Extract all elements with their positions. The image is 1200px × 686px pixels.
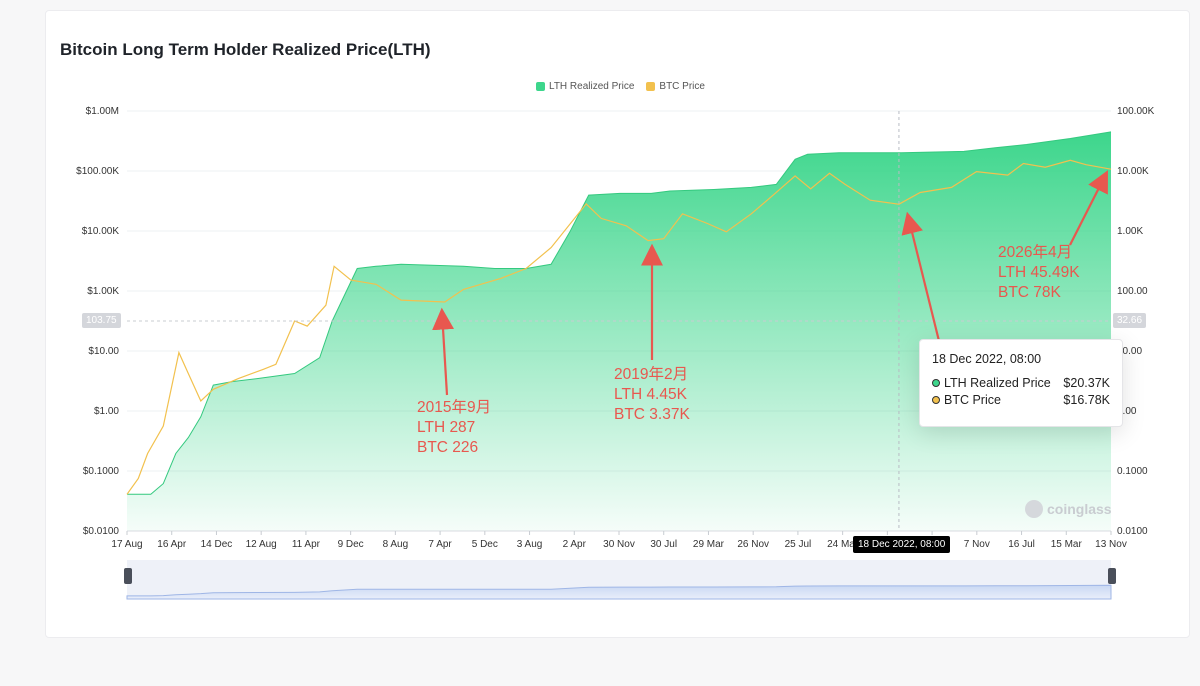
annotation-2015: 2015年9月 LTH 287 BTC 226 [417, 399, 492, 456]
x-tick-label: 5 Dec [472, 539, 498, 550]
range-handle-left[interactable] [124, 568, 132, 584]
y-tick-left: $1.00K [87, 286, 119, 297]
annotation-2019: 2019年2月 LTH 4.45K BTC 3.37K [614, 366, 690, 423]
y-tick-left: $0.1000 [83, 466, 120, 477]
arrow-2015 [432, 307, 455, 396]
navigator-series [126, 584, 1112, 600]
y-tick-right: 0.0100 [1117, 526, 1148, 537]
tooltip-name-lth: LTH Realized Price [944, 376, 1051, 390]
chart-title: Bitcoin Long Term Holder Realized Price(… [60, 40, 431, 59]
x-tick-label: 16 Apr [157, 539, 187, 550]
x-tick-label: 30 Nov [603, 539, 635, 550]
crosshair-right-value: 32.66 [1113, 313, 1147, 328]
x-tick-label: 3 Aug [517, 539, 543, 550]
y-tick-left: $10.00 [88, 346, 119, 357]
y-tick-left: $1.00 [94, 406, 119, 417]
y-tick-right: 10.00 [1117, 346, 1142, 357]
tooltip-dot-btc [932, 396, 940, 404]
tooltip-name-btc: BTC Price [944, 393, 1001, 407]
x-tick-label: 17 Aug [111, 539, 142, 550]
tooltip-date: 18 Dec 2022, 08:00 [932, 352, 1042, 366]
y-tick-left: $100.00K [76, 166, 119, 177]
arrow-2022 [901, 211, 942, 346]
y-tick-right: 0.1000 [1117, 466, 1148, 477]
legend-label-lth: LTH Realized Price [549, 81, 635, 92]
range-handle-right[interactable] [1108, 568, 1116, 584]
legend-label-btc: BTC Price [659, 81, 705, 92]
x-tick-label: 29 Mar [693, 539, 725, 550]
legend-item-btc[interactable]: BTC Price [646, 81, 705, 92]
tooltip-row-btc: BTC Price $16.78K [932, 393, 1110, 407]
series-line-btc-price [126, 159, 1112, 495]
x-tick-label: 13 Nov [1095, 539, 1127, 550]
x-tick-label: 25 Jul [785, 539, 812, 550]
crosshair-x-label: 18 Dec 2022, 08:00 [853, 536, 951, 553]
y-tick-right: 1.00K [1117, 226, 1143, 237]
tooltip: 18 Dec 2022, 08:00 LTH Realized Price $2… [919, 339, 1123, 427]
y-tick-left: $10.00K [82, 226, 120, 237]
annotation-2026: 2026年4月 LTH 45.49K BTC 78K [998, 244, 1080, 301]
series-line-lth-realized-price [127, 131, 1112, 495]
legend-swatch-btc [646, 82, 656, 91]
x-tick-label: 30 Jul [650, 539, 677, 550]
x-tick-label: 15 Mar [1051, 539, 1083, 550]
x-tick-label: 26 Nov [737, 539, 769, 550]
y-tick-right: 10.00K [1117, 166, 1149, 177]
tooltip-dot-lth [932, 379, 940, 387]
x-tick-label: 24 Mar [827, 539, 859, 550]
tooltip-value-lth: $20.37K [1063, 376, 1110, 390]
x-tick-label: 11 Apr [292, 539, 321, 550]
watermark-text: coinglass [1047, 501, 1112, 517]
x-tick-label: 7 Nov [964, 539, 990, 550]
y-tick-left: $1.00M [86, 106, 119, 117]
arrow-2026 [1069, 170, 1108, 246]
legend-swatch-lth [536, 82, 545, 91]
x-tick-label: 8 Aug [383, 539, 409, 550]
coinglass-logo-icon [1025, 500, 1043, 518]
crosshair-left-value: 103.75 [82, 313, 121, 328]
tooltip-row-lth: LTH Realized Price $20.37K [932, 376, 1110, 390]
series-area-lth-realized-price [127, 131, 1111, 531]
x-tick-label: 7 Apr [428, 539, 452, 550]
y-tick-right: 100.00K [1117, 106, 1155, 117]
x-tick-label: 12 Aug [246, 539, 277, 550]
x-tick-label: 14 Dec [201, 539, 233, 550]
x-tick-label: 16 Jul [1008, 539, 1035, 550]
x-tick-label: 2 Apr [563, 539, 587, 550]
x-tick-label: 9 Dec [338, 539, 364, 550]
tooltip-value-btc: $16.78K [1063, 393, 1110, 407]
y-tick-right: 100.00 [1117, 286, 1148, 297]
legend: LTH Realized Price BTC Price [536, 81, 705, 92]
legend-item-lth[interactable]: LTH Realized Price [536, 81, 634, 92]
y-tick-right: 1.00 [1117, 406, 1137, 417]
coinglass-watermark: coinglass [1025, 500, 1112, 518]
y-tick-left: $0.0100 [83, 526, 120, 537]
